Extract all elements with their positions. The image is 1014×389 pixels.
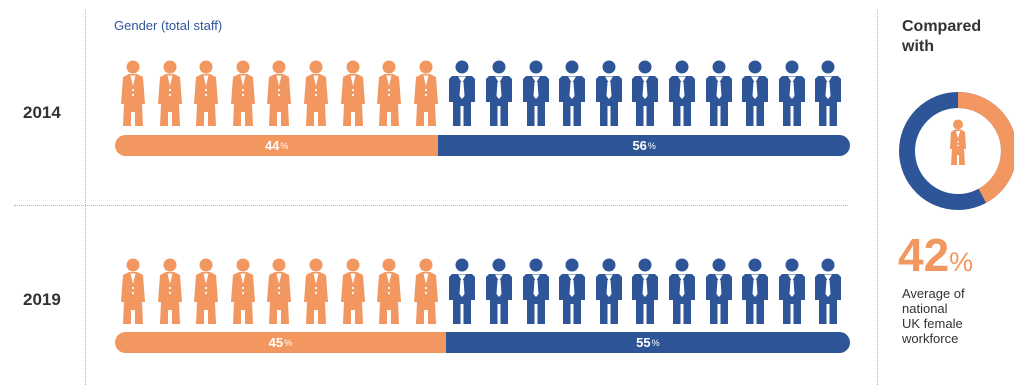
right-divider: [877, 10, 878, 385]
male-segment-2019: 55%: [445, 332, 850, 353]
female-unit-2014: %: [280, 140, 289, 151]
year-label-2019: 2019: [23, 290, 61, 309]
male-person-icon: [778, 60, 805, 126]
comparison-value: 42%: [898, 228, 973, 282]
female-value-2019: 45: [268, 335, 284, 350]
female-segment-2014: 44%: [115, 135, 439, 156]
comparison-title-line-1: Compared: [902, 18, 982, 35]
male-person-icon: [449, 258, 476, 324]
male-person-icon: [595, 258, 622, 324]
male-person-icon: [705, 258, 732, 324]
comparison-title: Compared with: [902, 17, 1012, 57]
female-person-icon: [304, 60, 328, 126]
male-person-icon: [669, 258, 695, 324]
male-person-icon: [742, 60, 769, 126]
male-unit-2019: %: [651, 337, 660, 348]
year-label-2014: 2014: [23, 103, 61, 122]
female-person-icon: [157, 60, 182, 126]
male-person-icon: [595, 60, 622, 126]
description-line-4: workforce: [902, 331, 959, 346]
female-person-icon: [194, 258, 219, 324]
male-person-icon: [486, 258, 512, 324]
male-person-icon: [559, 258, 586, 324]
comparison-title-line-2: with: [902, 38, 934, 55]
female-person-icon: [413, 258, 438, 324]
female-person-icon: [267, 258, 292, 324]
male-person-icon: [632, 258, 659, 324]
row-divider: [14, 205, 848, 206]
female-person-icon: [157, 258, 182, 324]
left-divider: [85, 10, 86, 385]
male-person-icon: [559, 60, 586, 126]
female-person-icon: [413, 60, 438, 126]
female-person-icon: [950, 119, 966, 165]
female-person-icon: [377, 258, 402, 324]
female-person-icon: [377, 60, 402, 126]
female-person-icon: [230, 60, 255, 126]
male-person-icon: [632, 60, 659, 126]
male-segment-2014: 56%: [438, 135, 850, 156]
male-person-icon: [522, 258, 549, 324]
description-line-2: national: [902, 301, 948, 316]
comparison-description: Average of national UK female workforce: [902, 286, 1007, 346]
male-value-2014: 56: [632, 138, 647, 153]
description-line-1: Average of: [902, 286, 965, 301]
female-person-icon: [304, 258, 328, 324]
male-person-icon: [705, 60, 732, 126]
female-segment-2019: 45%: [115, 332, 446, 353]
female-person-icon: [340, 258, 365, 324]
female-person-icon: [340, 60, 365, 126]
male-person-icon: [815, 258, 842, 324]
female-person-icon: [267, 60, 292, 126]
female-person-icon: [121, 258, 145, 324]
female-person-icon: [121, 60, 145, 126]
male-person-icon: [669, 60, 695, 126]
gender-bar-2019: 45% 55%: [115, 332, 850, 353]
female-person-icon: [230, 258, 255, 324]
person-icons-row-2019: [115, 258, 850, 326]
donut-female-arc: [899, 92, 1014, 210]
male-person-icon: [778, 258, 805, 324]
male-person-icon: [486, 60, 512, 126]
male-person-icon: [742, 258, 769, 324]
comparison-number: 42: [898, 229, 950, 281]
comparison-unit: %: [949, 247, 974, 277]
male-person-icon: [815, 60, 842, 126]
male-person-icon: [522, 60, 549, 126]
female-unit-2019: %: [284, 337, 293, 348]
male-unit-2014: %: [647, 140, 656, 151]
chart-subtitle: Gender (total staff): [114, 18, 223, 33]
male-person-icon: [449, 60, 476, 126]
gender-bar-2014: 44% 56%: [115, 135, 850, 156]
female-person-icon: [194, 60, 219, 126]
male-value-2019: 55: [636, 335, 651, 350]
description-line-3: UK female: [902, 316, 963, 331]
female-value-2014: 44: [264, 138, 280, 153]
comparison-donut: [899, 92, 1014, 210]
person-icons-row-2014: [115, 60, 850, 128]
